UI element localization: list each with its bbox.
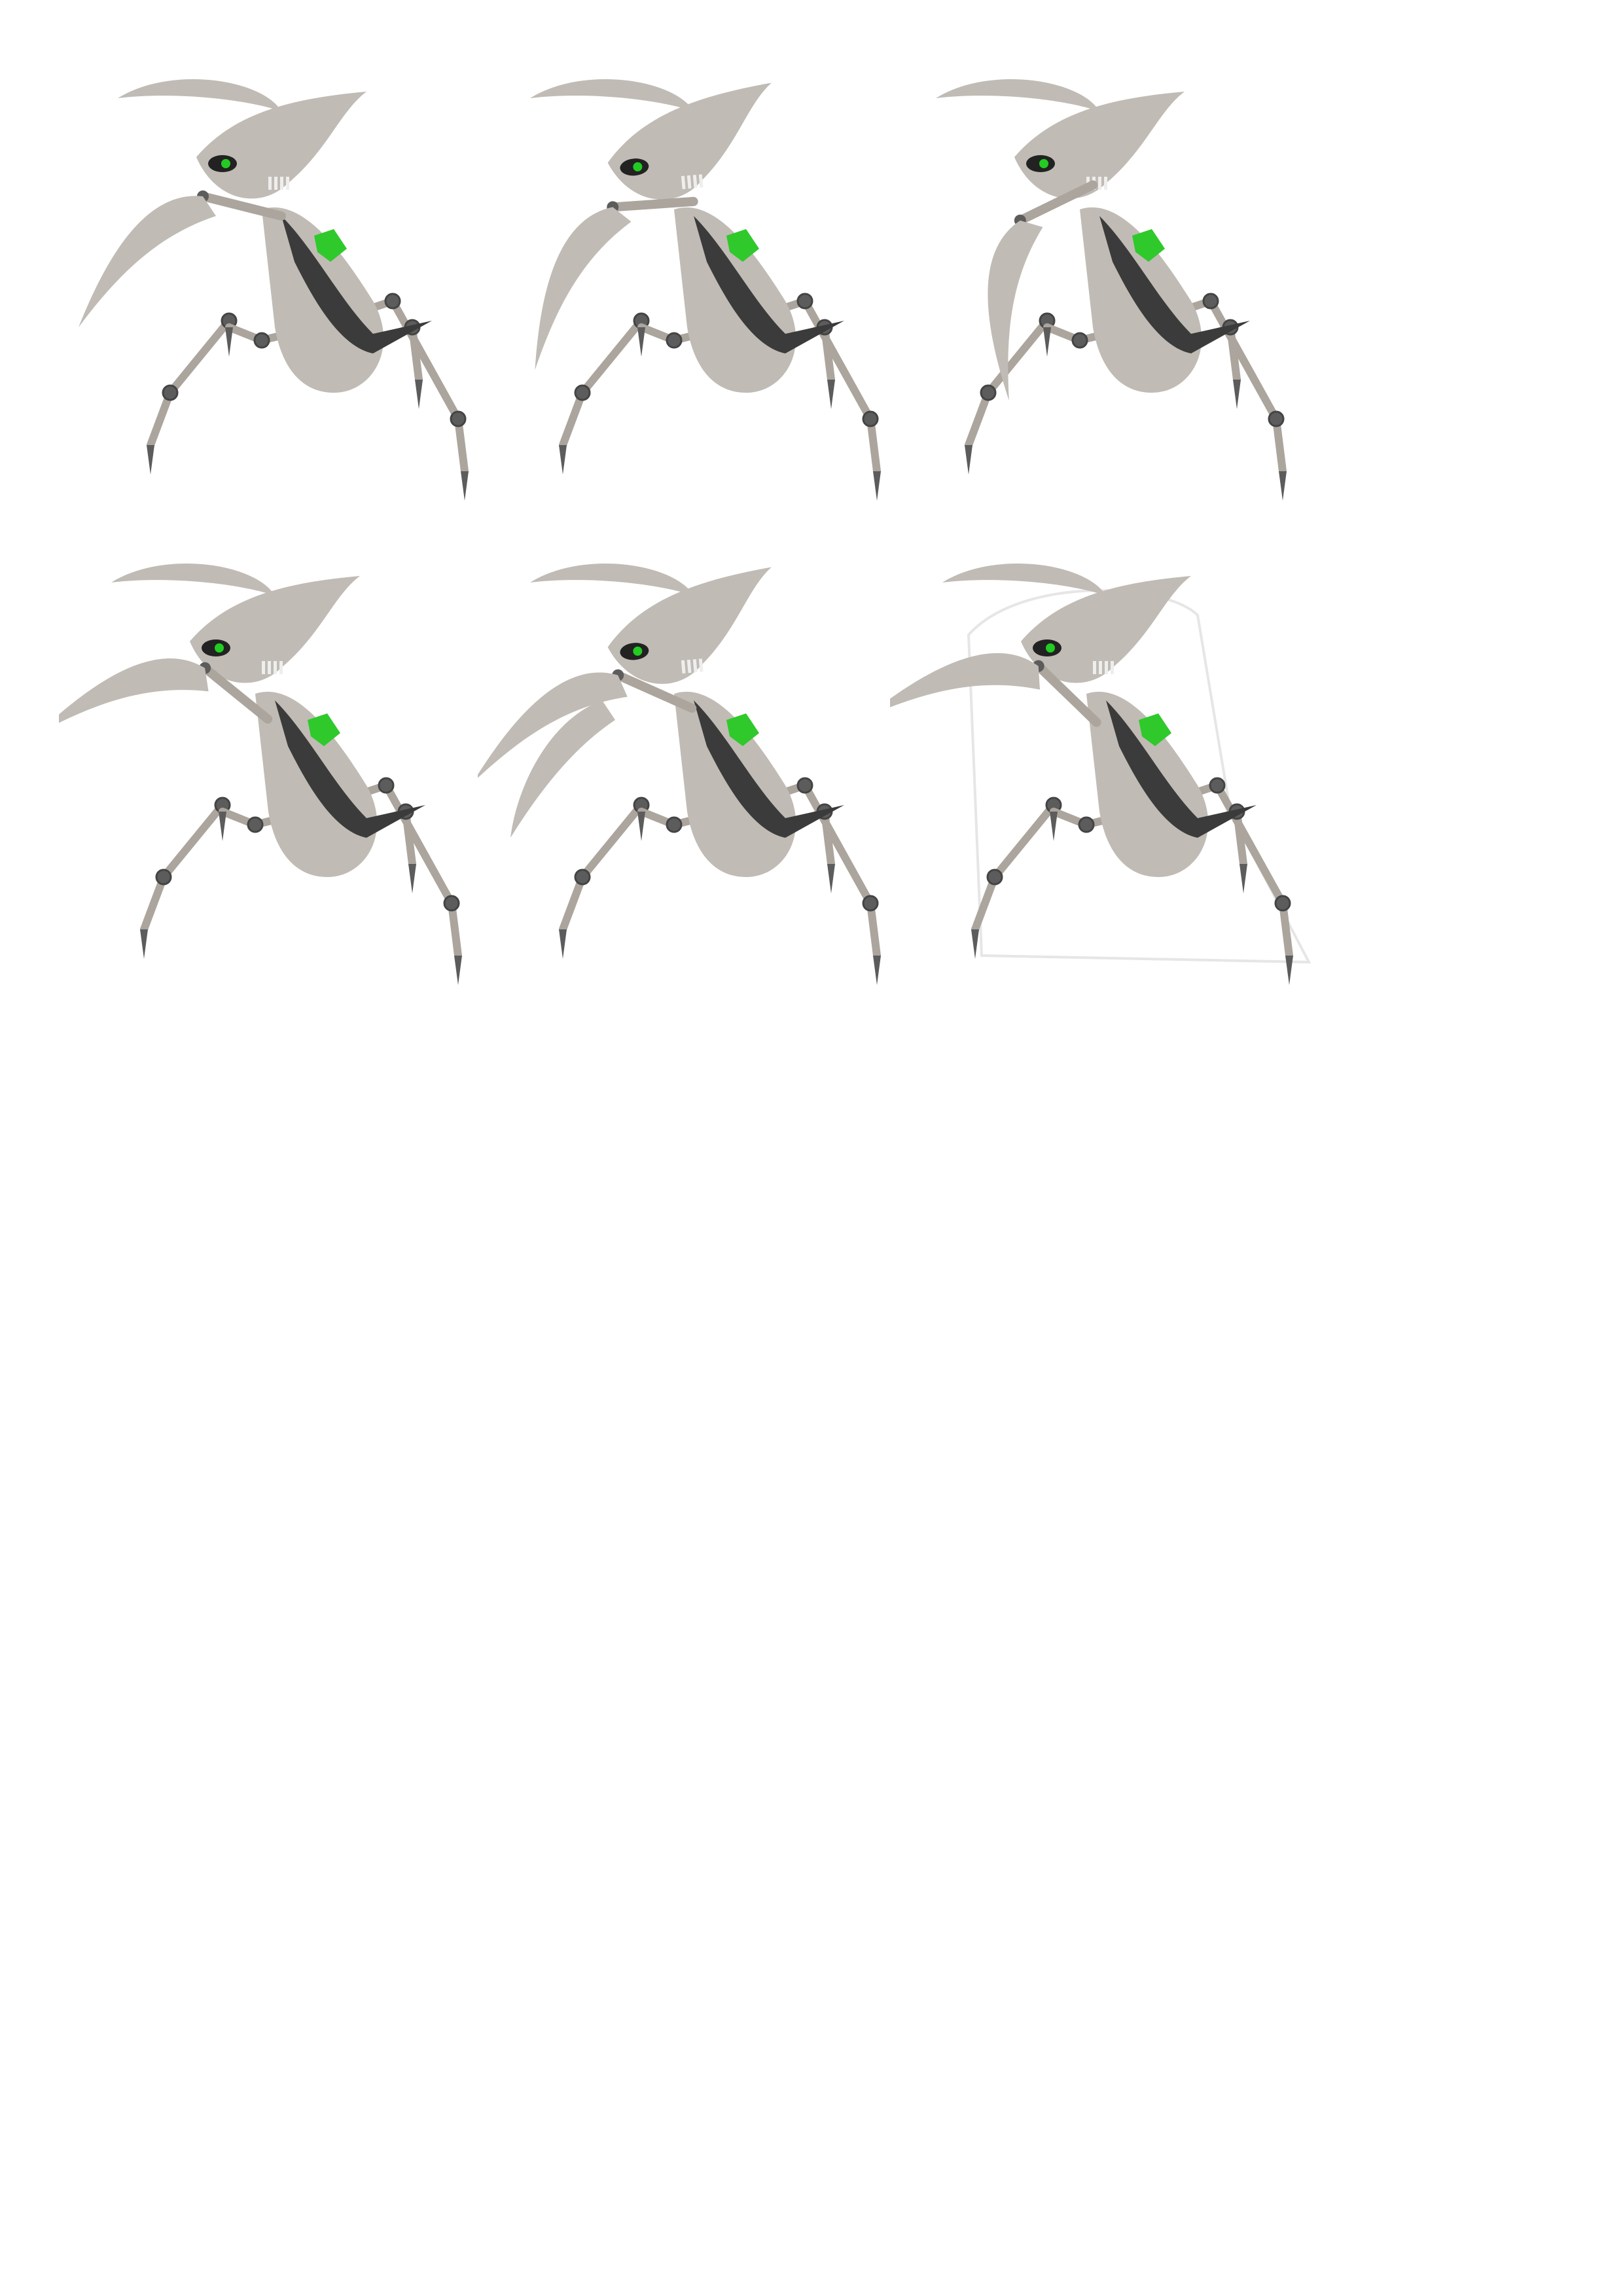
joint-icon [574,384,591,401]
claw-icon [535,207,632,370]
joint-icon [443,895,460,912]
robot-mantis-icon [37,564,462,985]
claw-icon [865,653,1041,717]
joint-icon [378,777,395,794]
joint-icon [1268,410,1285,427]
sprite-frame-4 [37,537,504,995]
joint-icon [247,816,264,833]
joint-icon [384,293,401,310]
sprite-frame-6 [865,537,1335,995]
claw-icon [988,220,1043,401]
claw-icon [79,196,216,327]
joint-icon [1078,816,1095,833]
joint-icon [162,384,179,401]
sprite-frame-2 [478,52,923,511]
robot-mantis-icon [530,79,881,501]
robot-mantis-icon [936,79,1287,501]
joint-icon [986,869,1003,886]
joint-icon [796,777,813,794]
chest-gem-icon [314,229,347,262]
claw-icon [37,658,209,734]
joint-icon [1274,895,1291,912]
joint-icon [980,384,997,401]
joint-icon [1071,332,1088,349]
chest-gem-icon [1139,713,1171,746]
joint-icon [253,332,270,349]
joint-icon [155,869,172,886]
chest-gem-icon [726,713,759,746]
leg-1 [147,317,233,449]
chest-gem-icon [726,229,759,262]
leg-1 [140,801,226,933]
claw-icon [473,672,628,783]
leg-1 [971,801,1058,933]
joint-icon [666,816,683,833]
joint-icon [1209,777,1226,794]
joint-icon [796,293,813,310]
joint-icon [574,869,591,886]
joint-icon [666,332,683,349]
leg-1 [559,801,645,933]
joint-icon [1202,293,1219,310]
joint-icon [862,895,879,912]
robot-mantis-icon [79,79,469,501]
sprite-frame-3 [883,52,1329,511]
joint-icon [450,410,467,427]
robot-mantis-icon [865,564,1311,985]
leg-1 [559,317,645,449]
chest-gem-icon [308,713,340,746]
chest-gem-icon [1132,229,1165,262]
robot-mantis-icon [473,564,881,985]
sprite-frame-1 [65,52,510,511]
joint-icon [862,410,879,427]
sprite-frame-5 [473,537,923,995]
